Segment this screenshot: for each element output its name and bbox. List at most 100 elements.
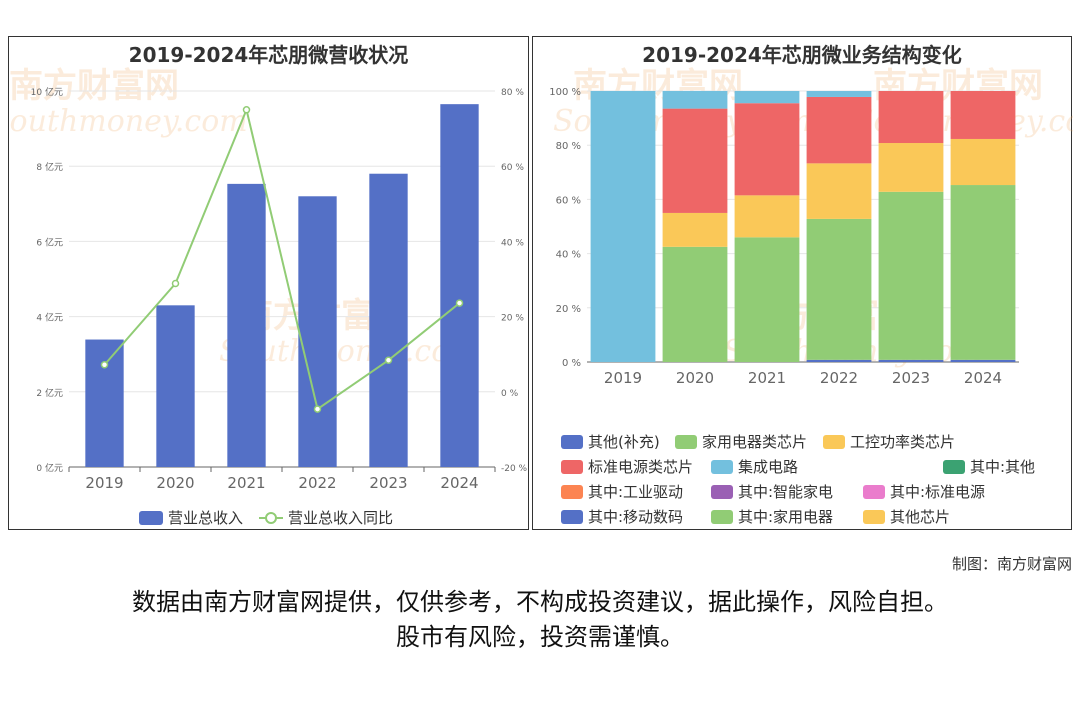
- legend-label: 其中:工业驱动: [588, 483, 683, 501]
- yoy-point: [313, 405, 322, 413]
- stack-segment: [662, 212, 728, 247]
- stack-segment: [878, 91, 944, 144]
- revenue-chart-title: 2019-2024年芯朋微营收状况: [128, 43, 409, 67]
- x-tick-label: 2019: [604, 369, 642, 387]
- stack-segment: [878, 359, 944, 362]
- legend-marker-yoy: [265, 512, 277, 524]
- legend-label: 工控功率类芯片: [850, 433, 955, 451]
- legend-label-yoy: 营业总收入同比: [288, 509, 393, 527]
- structure-chart: 南方财富网Southmoney.com南方财富网Southmoney.com南方…: [549, 66, 1073, 526]
- stack-segment: [662, 246, 728, 362]
- y-left-tick-label: 6 亿元: [36, 236, 63, 248]
- x-tick-label: 2023: [369, 474, 407, 492]
- stack-segment: [950, 91, 1016, 139]
- x-tick-label: 2019: [85, 474, 123, 492]
- disclaimer-line-2: 股市有风险，投资需谨慎。: [396, 623, 684, 651]
- legend-swatch-revenue: [139, 511, 163, 525]
- revenue-bar: [440, 104, 479, 467]
- stack-segment: [950, 138, 1016, 186]
- legend-label: 其中:智能家电: [738, 483, 833, 501]
- y-right-tick-label: 40 %: [501, 238, 524, 248]
- stack-segment: [662, 108, 728, 213]
- chart-credit: 制图：南方财富网: [951, 555, 1072, 573]
- x-tick-label: 2022: [820, 369, 858, 387]
- legend-label: 其中:移动数码: [588, 508, 683, 526]
- revenue-chart-panel: 2019-2024年芯朋微营收状况 南方财富网Southmoney.com南方财…: [8, 36, 529, 530]
- legend-label: 其中:标准电源: [890, 483, 985, 501]
- x-tick-label: 2021: [748, 369, 786, 387]
- watermark-url: Southmoney.com: [9, 104, 248, 139]
- stack-segment: [806, 96, 872, 164]
- stack-segment: [950, 359, 1016, 362]
- y-tick-label: 80 %: [556, 141, 581, 152]
- legend-label: 标准电源类芯片: [588, 458, 693, 476]
- yoy-point: [455, 299, 464, 307]
- stack-segment: [806, 359, 872, 362]
- stack-segment: [806, 91, 872, 97]
- legend-label: 其他(补充): [588, 433, 660, 451]
- yoy-line: [103, 106, 461, 411]
- x-tick-label: 2020: [156, 474, 194, 492]
- legend-swatch: [675, 435, 697, 449]
- legend-swatch: [711, 510, 733, 524]
- legend-label: 其他芯片: [890, 508, 950, 526]
- legend-swatch: [561, 460, 583, 474]
- x-tick-label: 2021: [227, 474, 265, 492]
- revenue-chart: 南方财富网Southmoney.com南方财富网Southmoney.com0 …: [9, 66, 528, 527]
- stack-segment: [734, 91, 800, 104]
- revenue-bar: [298, 196, 337, 467]
- y-left-tick-label: 0 亿元: [36, 462, 63, 474]
- legend-label: 其中:其他: [970, 458, 1035, 476]
- stack-segment: [590, 91, 656, 362]
- legend-swatch: [943, 460, 965, 474]
- yoy-point: [100, 360, 109, 369]
- legend-label: 其中:家用电器: [738, 508, 833, 526]
- y-right-tick-label: 60 %: [501, 163, 524, 173]
- legend-swatch: [711, 460, 733, 474]
- revenue-bar: [227, 183, 266, 467]
- stack-segment: [878, 191, 944, 360]
- legend-label: 集成电路: [738, 458, 798, 476]
- y-left-tick-label: 8 亿元: [36, 161, 63, 173]
- x-tick-label: 2022: [298, 474, 336, 492]
- legend-swatch: [561, 435, 583, 449]
- x-tick-label: 2023: [892, 369, 930, 387]
- legend-swatch: [711, 485, 733, 499]
- x-tick-label: 2020: [676, 369, 714, 387]
- legend-swatch: [823, 435, 845, 449]
- watermark-brand: 南方财富网: [9, 66, 179, 106]
- stack-segment: [734, 195, 800, 238]
- stack-segment: [950, 185, 1016, 360]
- legend-label-revenue: 营业总收入: [168, 509, 243, 527]
- y-tick-label: 60 %: [556, 195, 581, 206]
- disclaimer-line-1: 数据由南方财富网提供，仅供参考，不构成投资建议，据此操作，风险自担。: [132, 588, 948, 616]
- stack-segment: [806, 163, 872, 219]
- y-right-tick-label: 80 %: [501, 88, 524, 98]
- x-tick-label: 2024: [964, 369, 1002, 387]
- y-right-tick-label: 0 %: [501, 389, 519, 399]
- revenue-bar: [156, 305, 195, 467]
- y-left-tick-label: 4 亿元: [36, 312, 63, 324]
- yoy-point: [384, 356, 393, 364]
- stack-segment: [734, 103, 800, 196]
- revenue-bar: [369, 173, 408, 467]
- legend-swatch: [863, 510, 885, 524]
- stack-segment: [734, 237, 800, 362]
- structure-chart-title: 2019-2024年芯朋微业务结构变化: [642, 43, 962, 67]
- yoy-point: [242, 106, 251, 114]
- revenue-bar: [85, 339, 124, 467]
- legend-swatch: [561, 485, 583, 499]
- y-right-tick-label: 20 %: [501, 314, 524, 324]
- y-left-tick-label: 10 亿元: [31, 86, 63, 98]
- y-tick-label: 20 %: [556, 304, 581, 315]
- stack-segment: [806, 218, 872, 360]
- yoy-point: [171, 279, 180, 288]
- x-tick-label: 2024: [440, 474, 478, 492]
- structure-chart-panel: 2019-2024年芯朋微业务结构变化 南方财富网Southmoney.com南…: [532, 36, 1073, 530]
- y-tick-label: 40 %: [556, 250, 581, 261]
- y-left-tick-label: 2 亿元: [36, 387, 63, 399]
- legend-swatch: [561, 510, 583, 524]
- stack-segment: [662, 91, 728, 109]
- legend-label: 家用电器类芯片: [702, 433, 807, 451]
- gridlines: [69, 90, 495, 468]
